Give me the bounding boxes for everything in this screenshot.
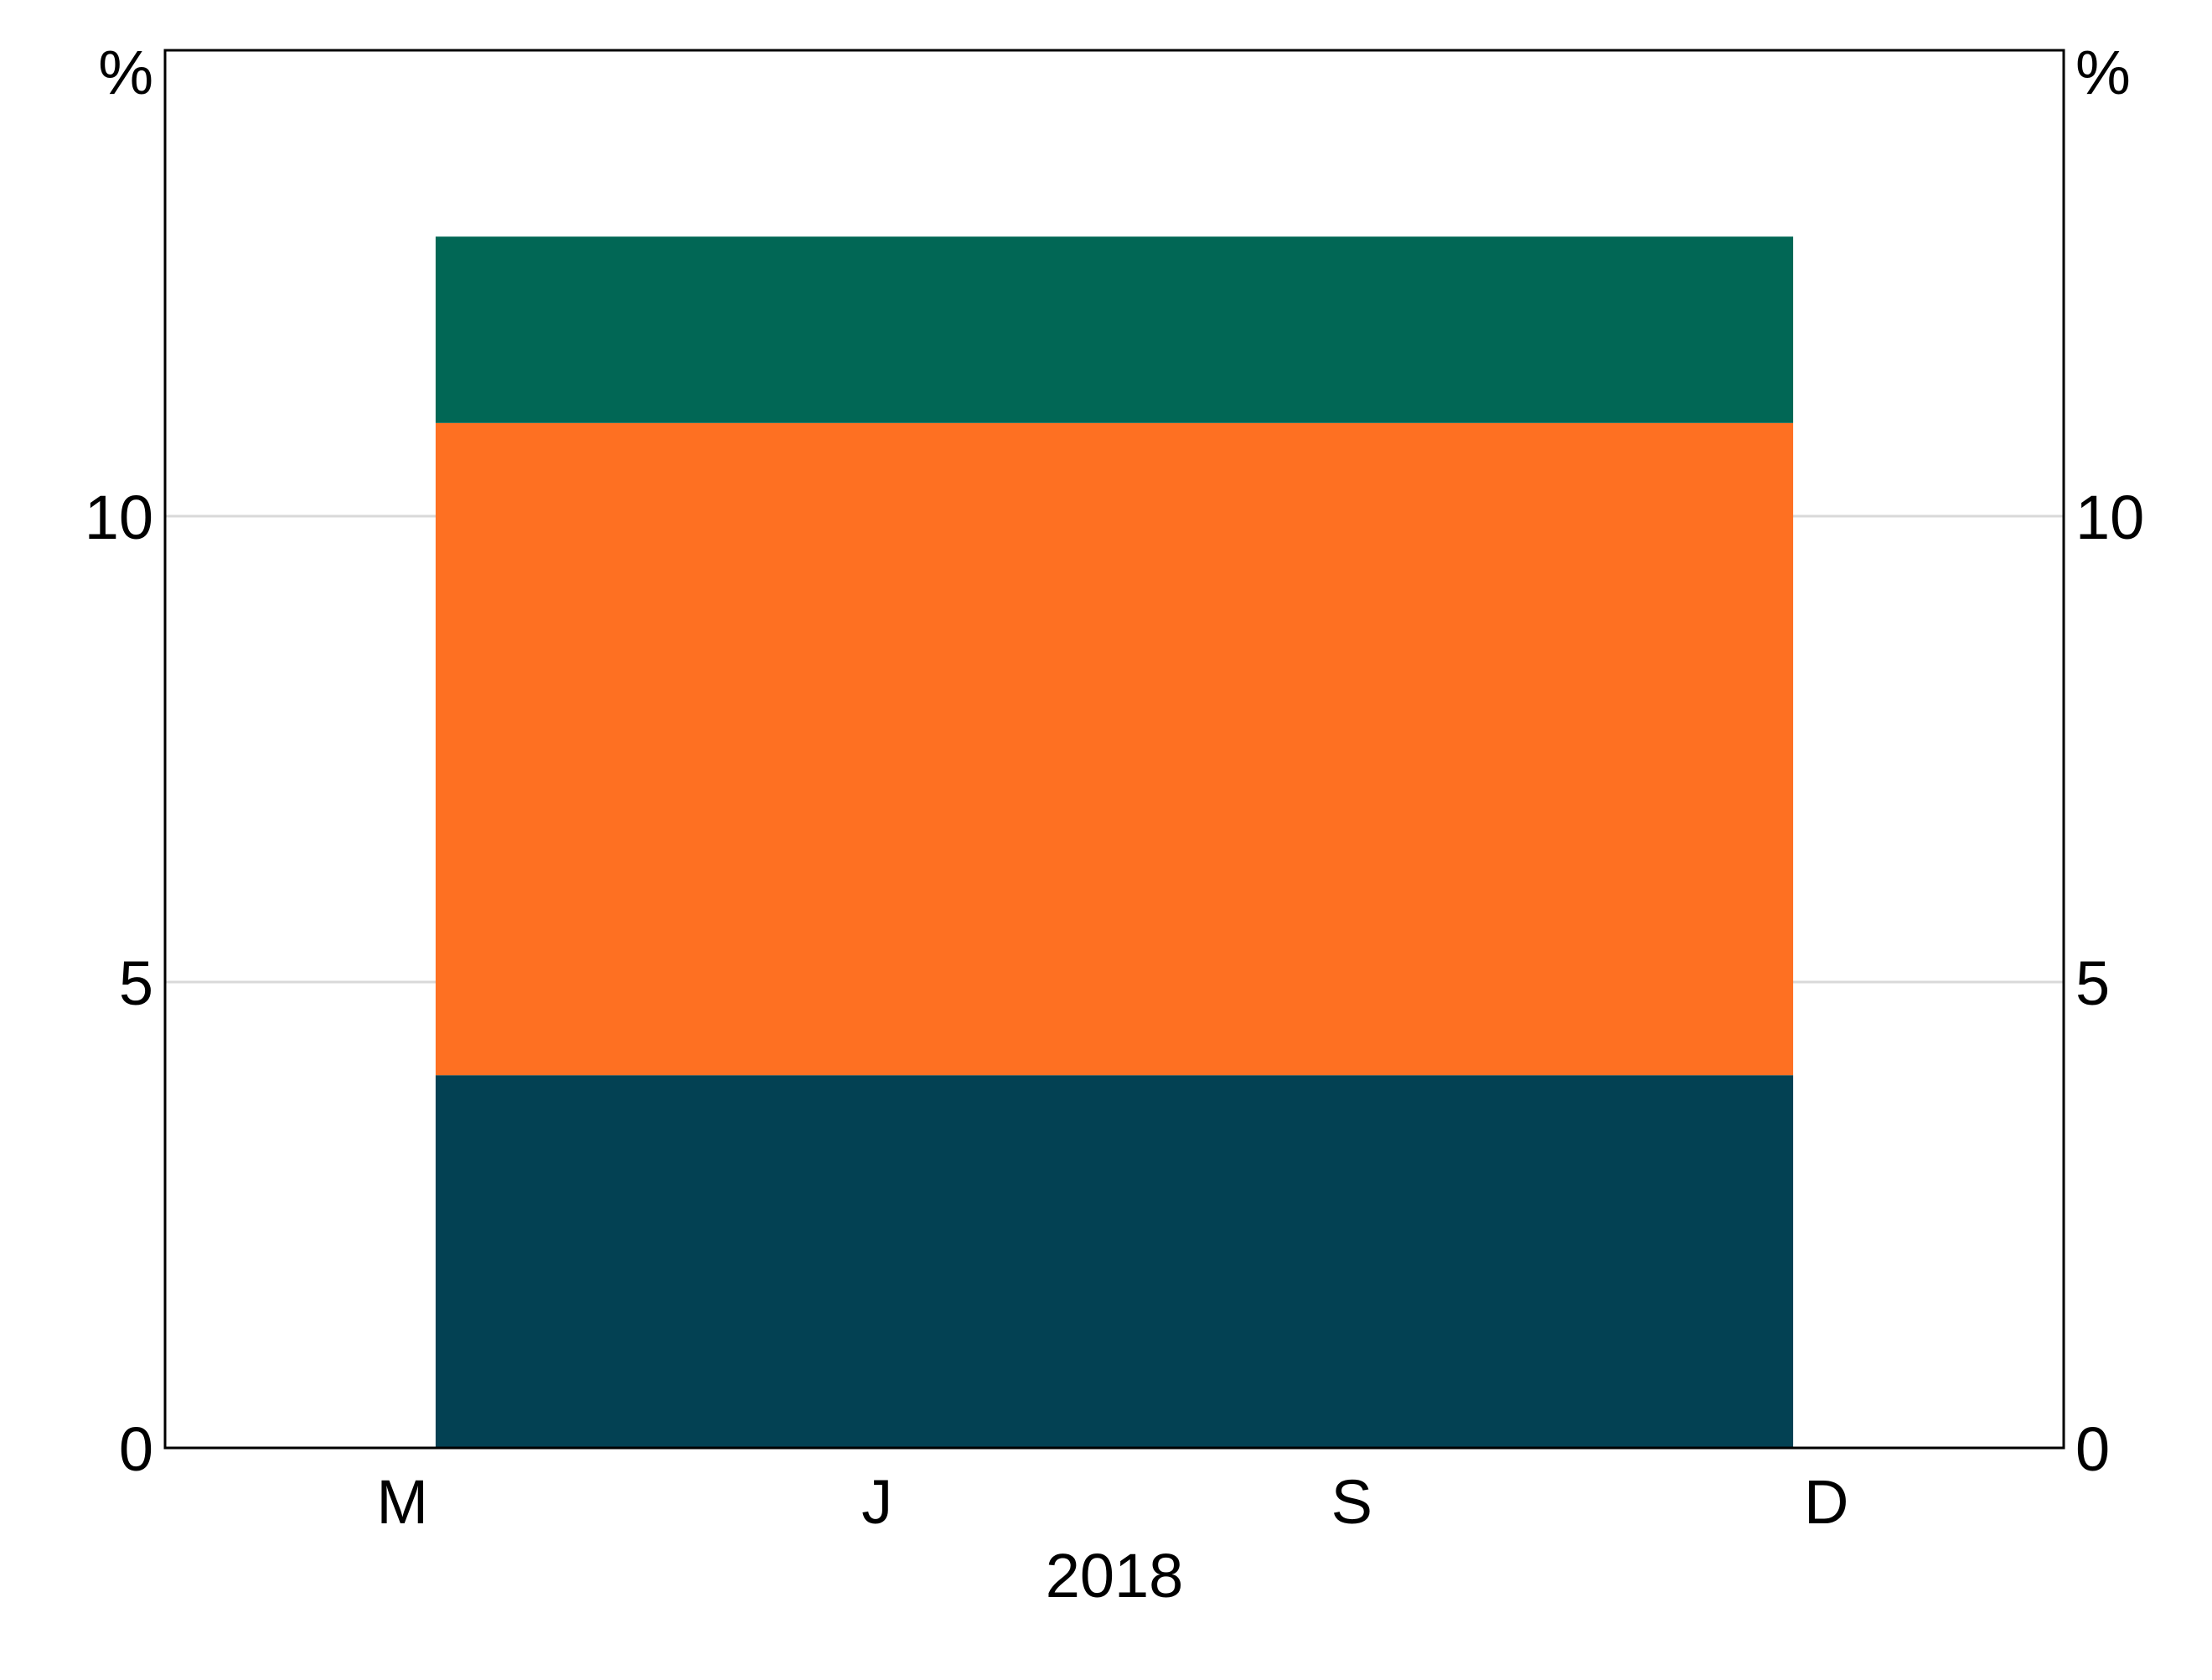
bar-segment-1 xyxy=(435,1075,1794,1448)
bar-segment-3 xyxy=(435,236,1794,423)
x-tick-label: M xyxy=(376,1467,428,1537)
axis-ticks: 0 0 5 5 10 10 M J S D xyxy=(85,483,2145,1537)
y-tick-label-right: 5 xyxy=(2075,949,2110,1018)
bar-segment-2 xyxy=(435,422,1794,1076)
x-tick-label: J xyxy=(861,1467,892,1537)
left-unit-label: % xyxy=(98,38,153,107)
y-tick-label-right: 10 xyxy=(2075,483,2144,552)
x-tick-label: S xyxy=(1331,1467,1372,1537)
y-tick-label-right: 0 xyxy=(2075,1414,2110,1484)
y-tick-label-left: 10 xyxy=(85,483,153,552)
x-axis-title: 2018 xyxy=(1046,1541,1184,1610)
plot-frame xyxy=(163,49,2065,1450)
y-tick-label-left: 0 xyxy=(119,1414,153,1484)
right-unit-label: % xyxy=(2075,38,2131,107)
x-tick-label: D xyxy=(1804,1467,1848,1537)
bar-segments xyxy=(435,236,1794,1448)
y-tick-label-left: 5 xyxy=(119,949,153,1018)
